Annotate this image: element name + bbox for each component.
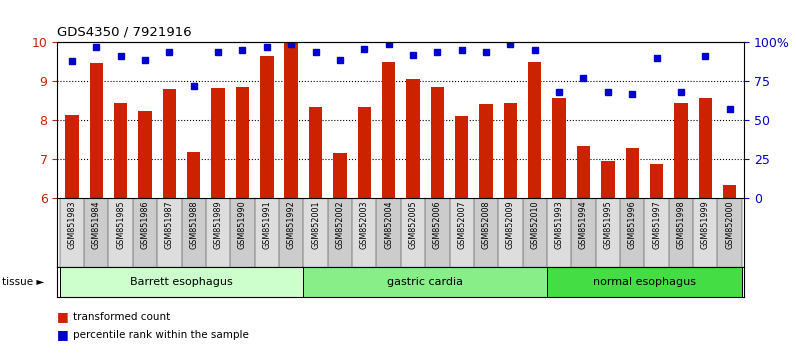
Bar <box>699 98 712 198</box>
Text: GSM852004: GSM852004 <box>384 200 393 249</box>
Text: GSM851998: GSM851998 <box>677 200 685 249</box>
Text: GSM852000: GSM852000 <box>725 200 734 249</box>
Text: percentile rank within the sample: percentile rank within the sample <box>73 330 249 339</box>
Bar <box>450 198 474 267</box>
Text: GSM851988: GSM851988 <box>189 200 198 249</box>
Text: GSM852005: GSM852005 <box>408 200 417 249</box>
Bar <box>479 104 493 198</box>
Text: GSM851993: GSM851993 <box>555 200 564 249</box>
Text: gastric cardia: gastric cardia <box>387 277 463 287</box>
Text: GSM851983: GSM851983 <box>68 200 76 249</box>
Bar <box>303 267 547 297</box>
Text: GSM852001: GSM852001 <box>311 200 320 249</box>
Text: GSM852003: GSM852003 <box>360 200 369 249</box>
Bar <box>334 154 346 198</box>
Text: GSM851987: GSM851987 <box>165 200 174 249</box>
Text: GSM851995: GSM851995 <box>603 200 612 249</box>
Text: GSM852002: GSM852002 <box>335 200 345 249</box>
Bar <box>406 79 419 198</box>
Text: GSM851992: GSM851992 <box>287 200 295 249</box>
Bar <box>279 198 303 267</box>
Bar <box>528 62 541 198</box>
Text: tissue ►: tissue ► <box>2 277 44 287</box>
Text: GSM852010: GSM852010 <box>530 200 539 249</box>
Bar <box>674 103 688 198</box>
Bar <box>601 161 615 198</box>
Text: GSM851994: GSM851994 <box>579 200 588 249</box>
Bar <box>547 267 742 297</box>
Bar <box>620 198 645 267</box>
Text: normal esophagus: normal esophagus <box>593 277 696 287</box>
Bar <box>84 198 108 267</box>
Bar <box>547 198 572 267</box>
Text: GSM851989: GSM851989 <box>213 200 223 249</box>
Text: ■: ■ <box>57 328 69 341</box>
Bar <box>693 198 717 267</box>
Text: GSM851990: GSM851990 <box>238 200 247 249</box>
Bar <box>133 198 157 267</box>
Bar <box>504 103 517 198</box>
Bar <box>303 198 328 267</box>
Text: Barrett esophagus: Barrett esophagus <box>131 277 233 287</box>
Bar <box>236 87 249 198</box>
Bar <box>382 62 396 198</box>
Text: GSM851999: GSM851999 <box>700 200 710 249</box>
Bar <box>352 198 377 267</box>
Bar <box>425 198 450 267</box>
Bar <box>255 198 279 267</box>
Bar <box>60 198 84 267</box>
Bar <box>400 198 425 267</box>
Bar <box>328 198 352 267</box>
Bar <box>595 198 620 267</box>
Bar <box>669 198 693 267</box>
Bar <box>455 116 468 198</box>
Text: GSM851996: GSM851996 <box>628 200 637 249</box>
Bar <box>474 198 498 267</box>
Bar <box>626 148 639 198</box>
Text: GSM851985: GSM851985 <box>116 200 125 249</box>
Text: GSM851986: GSM851986 <box>141 200 150 249</box>
Bar <box>60 267 303 297</box>
Bar <box>577 146 590 198</box>
Text: GSM852006: GSM852006 <box>433 200 442 249</box>
Bar <box>645 198 669 267</box>
Bar <box>552 98 566 198</box>
Bar <box>357 107 371 198</box>
Text: GSM851997: GSM851997 <box>652 200 661 249</box>
Bar <box>498 198 523 267</box>
Bar <box>650 164 663 198</box>
Text: GSM851991: GSM851991 <box>263 200 271 249</box>
Text: GSM851984: GSM851984 <box>92 200 101 249</box>
Bar <box>114 103 127 198</box>
Bar <box>139 110 152 198</box>
Bar <box>108 198 133 267</box>
Bar <box>284 43 298 198</box>
Text: GDS4350 / 7921916: GDS4350 / 7921916 <box>57 26 192 39</box>
Bar <box>523 198 547 267</box>
Bar <box>431 87 444 198</box>
Bar <box>157 198 181 267</box>
Bar <box>723 185 736 198</box>
Bar <box>260 56 274 198</box>
Bar <box>717 198 742 267</box>
Bar <box>90 63 103 198</box>
Bar <box>181 198 206 267</box>
Text: ■: ■ <box>57 310 69 323</box>
Text: GSM852007: GSM852007 <box>457 200 466 249</box>
Bar <box>212 88 224 198</box>
Bar <box>206 198 230 267</box>
Bar <box>187 152 201 198</box>
Text: transformed count: transformed count <box>73 312 170 322</box>
Bar <box>309 107 322 198</box>
Text: GSM852008: GSM852008 <box>482 200 490 249</box>
Text: GSM852009: GSM852009 <box>506 200 515 249</box>
Bar <box>230 198 255 267</box>
Bar <box>572 198 595 267</box>
Bar <box>65 115 79 198</box>
Bar <box>162 89 176 198</box>
Bar <box>377 198 400 267</box>
